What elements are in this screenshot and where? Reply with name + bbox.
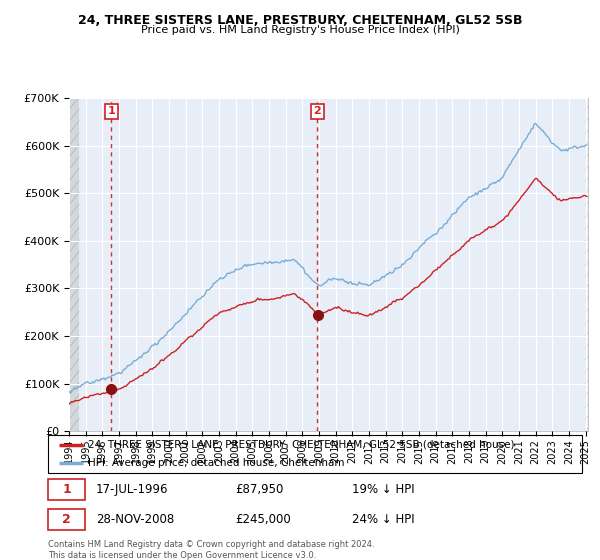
FancyBboxPatch shape: [48, 508, 85, 530]
Text: 28-NOV-2008: 28-NOV-2008: [96, 512, 175, 526]
Text: HPI: Average price, detached house, Cheltenham: HPI: Average price, detached house, Chel…: [88, 458, 344, 468]
Bar: [70, 98, 72, 431]
Text: 2: 2: [314, 106, 321, 116]
Bar: [76, 98, 77, 431]
Text: 24, THREE SISTERS LANE, PRESTBURY, CHELTENHAM, GL52 5SB: 24, THREE SISTERS LANE, PRESTBURY, CHELT…: [78, 14, 522, 27]
Bar: [77, 98, 79, 431]
Text: 1: 1: [62, 483, 71, 496]
Text: 19% ↓ HPI: 19% ↓ HPI: [352, 483, 415, 496]
Text: Contains HM Land Registry data © Crown copyright and database right 2024.
This d: Contains HM Land Registry data © Crown c…: [48, 540, 374, 560]
Text: £87,950: £87,950: [235, 483, 283, 496]
Bar: [69, 98, 70, 431]
Text: 17-JUL-1996: 17-JUL-1996: [96, 483, 169, 496]
Bar: [75, 98, 76, 431]
Bar: [72, 98, 73, 431]
FancyBboxPatch shape: [48, 479, 85, 500]
Text: 24% ↓ HPI: 24% ↓ HPI: [352, 512, 415, 526]
Bar: [73, 98, 75, 431]
Text: £245,000: £245,000: [235, 512, 290, 526]
Text: Price paid vs. HM Land Registry's House Price Index (HPI): Price paid vs. HM Land Registry's House …: [140, 25, 460, 35]
Text: 2: 2: [62, 512, 71, 526]
Text: 1: 1: [107, 106, 115, 116]
Text: 24, THREE SISTERS LANE, PRESTBURY, CHELTENHAM, GL52 5SB (detached house): 24, THREE SISTERS LANE, PRESTBURY, CHELT…: [88, 440, 515, 450]
